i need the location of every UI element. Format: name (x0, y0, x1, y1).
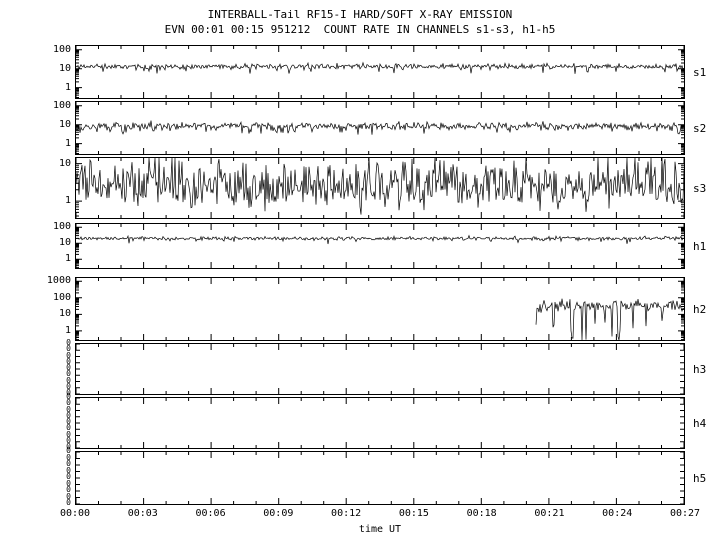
ytick-zero-label-h4: 0 (66, 417, 71, 426)
ytick-zero-label-h3: 0 (66, 356, 71, 366)
channel-label-s3: s3 (693, 182, 707, 195)
trace-h2 (76, 278, 684, 340)
tick-marks-h2 (76, 278, 684, 340)
trace-h1 (76, 224, 684, 268)
x-axis-label: time UT (358, 524, 402, 535)
panel-h3 (75, 343, 685, 395)
trace-s2 (76, 102, 684, 154)
panel-s3 (75, 157, 685, 219)
panel-h5 (75, 451, 685, 505)
series-s3 (76, 158, 684, 215)
ytick-zero-label-h5: 0 (66, 459, 71, 468)
tick-marks-h4 (76, 398, 684, 448)
ytick-zero-label-h4: 0 (66, 442, 71, 451)
ytick-zero-label-h4: 0 (66, 429, 71, 439)
ytick-label-h2-100: 100 (52, 291, 71, 303)
panel-s2 (75, 101, 685, 155)
xtick-label-0021: 00:21 (534, 508, 565, 519)
xtick-label-0015: 00:15 (398, 508, 429, 519)
trace-h4 (76, 398, 684, 448)
tick-marks-s3 (76, 158, 684, 218)
ytick-zero-label-h5: 0 (66, 478, 71, 488)
tick-marks-h3 (76, 344, 684, 394)
panel-h2 (75, 277, 685, 341)
channel-label-h1: h1 (693, 240, 707, 253)
ytick-zero-label-h5: 0 (66, 446, 71, 455)
channel-label-s1: s1 (693, 66, 707, 79)
xtick-label-0000: 00:00 (59, 508, 91, 519)
ytick-zero-label-h4: 0 (66, 435, 71, 445)
ytick-zero-label-h4: 0 (66, 392, 71, 401)
ytick-label-s2-100: 100 (52, 99, 71, 111)
ytick-zero-label-h3: 0 (66, 369, 71, 379)
xtick-label-0006: 00:06 (195, 508, 226, 519)
ytick-label-h1-1: 1 (64, 253, 71, 265)
xtick-label-0003: 00:03 (127, 508, 158, 519)
ytick-label-h1-10: 10 (58, 237, 71, 249)
ytick-zero-label-h4: 0 (66, 404, 71, 414)
ytick-zero-label-h3: 0 (66, 381, 71, 391)
ytick-zero-label-h3: 0 (66, 375, 71, 385)
ytick-label-s3-1: 1 (64, 195, 71, 207)
ytick-zero-label-h3: 0 (66, 350, 71, 360)
ytick-zero-label-h3: 0 (66, 388, 71, 397)
ytick-zero-label-h5: 0 (66, 465, 71, 475)
tick-marks-h5 (76, 452, 684, 504)
ytick-zero-label-h5: 0 (66, 472, 71, 481)
ytick-zero-label-h4: 0 (66, 398, 71, 408)
series-h1 (76, 234, 684, 245)
channel-label-h5: h5 (693, 472, 707, 485)
trace-s3 (76, 158, 684, 218)
tick-marks-s2 (76, 102, 684, 154)
ytick-zero-label-h4: 0 (66, 423, 71, 433)
ytick-zero-label-h3: 0 (66, 338, 71, 347)
ytick-zero-label-h4: 0 (66, 410, 71, 420)
ytick-label-s3-10: 10 (58, 157, 71, 169)
tick-marks-h1 (76, 224, 684, 268)
ytick-label-s2-1: 1 (64, 137, 71, 149)
ytick-label-h2-10: 10 (58, 308, 71, 320)
ytick-label-s1-100: 100 (52, 43, 71, 55)
xtick-label-0024: 00:24 (602, 508, 633, 519)
panel-h4 (75, 397, 685, 449)
ytick-zero-label-h5: 0 (66, 485, 71, 494)
xtick-label-0027: 00:27 (669, 508, 701, 519)
ytick-zero-label-h5: 0 (66, 498, 71, 507)
tick-marks-s1 (76, 46, 684, 98)
trace-s1 (76, 46, 684, 98)
ytick-label-s1-1: 1 (64, 81, 71, 93)
ytick-label-h1-100: 100 (52, 221, 71, 233)
ytick-label-h2-1000: 1000 (46, 275, 71, 287)
channel-label-h4: h4 (693, 417, 707, 430)
panel-h1 (75, 223, 685, 269)
xtick-label-0012: 00:12 (331, 508, 362, 519)
channel-label-h2: h2 (693, 303, 707, 316)
series-s1 (76, 61, 684, 74)
channel-label-s2: s2 (693, 122, 707, 135)
chart-subtitle: EVN 00:01 00:15 951212 COUNT RATE IN CHA… (164, 23, 556, 36)
ytick-label-s2-10: 10 (58, 118, 71, 130)
ytick-zero-label-h3: 0 (66, 363, 71, 372)
xtick-label-0018: 00:18 (466, 508, 497, 519)
ytick-zero-label-h3: 0 (66, 344, 71, 354)
ytick-label-s1-10: 10 (58, 62, 71, 74)
series-h2 (535, 298, 684, 340)
ytick-zero-label-h5: 0 (66, 491, 71, 501)
xtick-label-0009: 00:09 (263, 508, 294, 519)
ytick-zero-label-h5: 0 (66, 452, 71, 462)
chart-title: INTERBALL-Tail RF15-I HARD/SOFT X-RAY EM… (207, 8, 513, 21)
ytick-label-h2-1: 1 (64, 324, 71, 336)
trace-h3 (76, 344, 684, 394)
series-s2 (76, 120, 684, 135)
channel-label-h3: h3 (693, 363, 707, 376)
panel-s1 (75, 45, 685, 99)
trace-h5 (76, 452, 684, 504)
